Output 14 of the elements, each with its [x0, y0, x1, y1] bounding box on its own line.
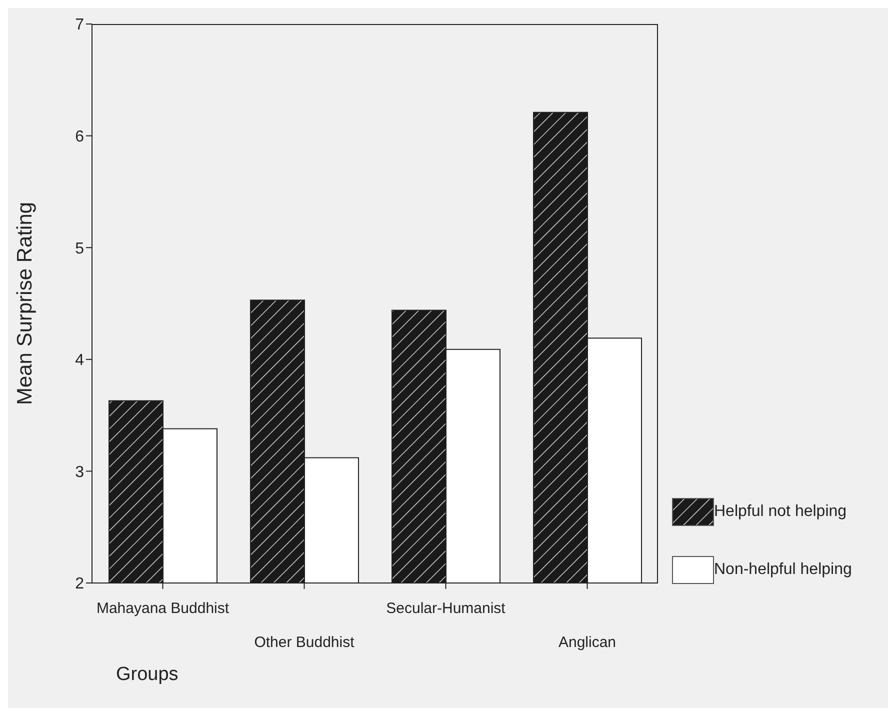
y-tick-label: 7 [75, 16, 84, 34]
text: Non-helpful helping [714, 561, 852, 579]
x-tick-label: Other Buddhist [254, 634, 356, 651]
x-axis-title: Groups [116, 664, 178, 685]
y-tick-label: 5 [75, 240, 84, 258]
y-tick-label: 2 [75, 576, 84, 593]
x-tick-label: Anglican [558, 634, 616, 651]
legend-label: Helpful not helping [714, 503, 847, 521]
x-tick-label: Secular-Humanist [386, 600, 506, 617]
y-tick-label: 6 [75, 128, 84, 146]
x-tick-label: Mahayana Buddhist [96, 600, 230, 617]
y-tick-label: 3 [75, 464, 84, 481]
y-axis-title: Mean Surprise Rating [13, 202, 36, 406]
y-tick-label: 4 [75, 352, 84, 370]
